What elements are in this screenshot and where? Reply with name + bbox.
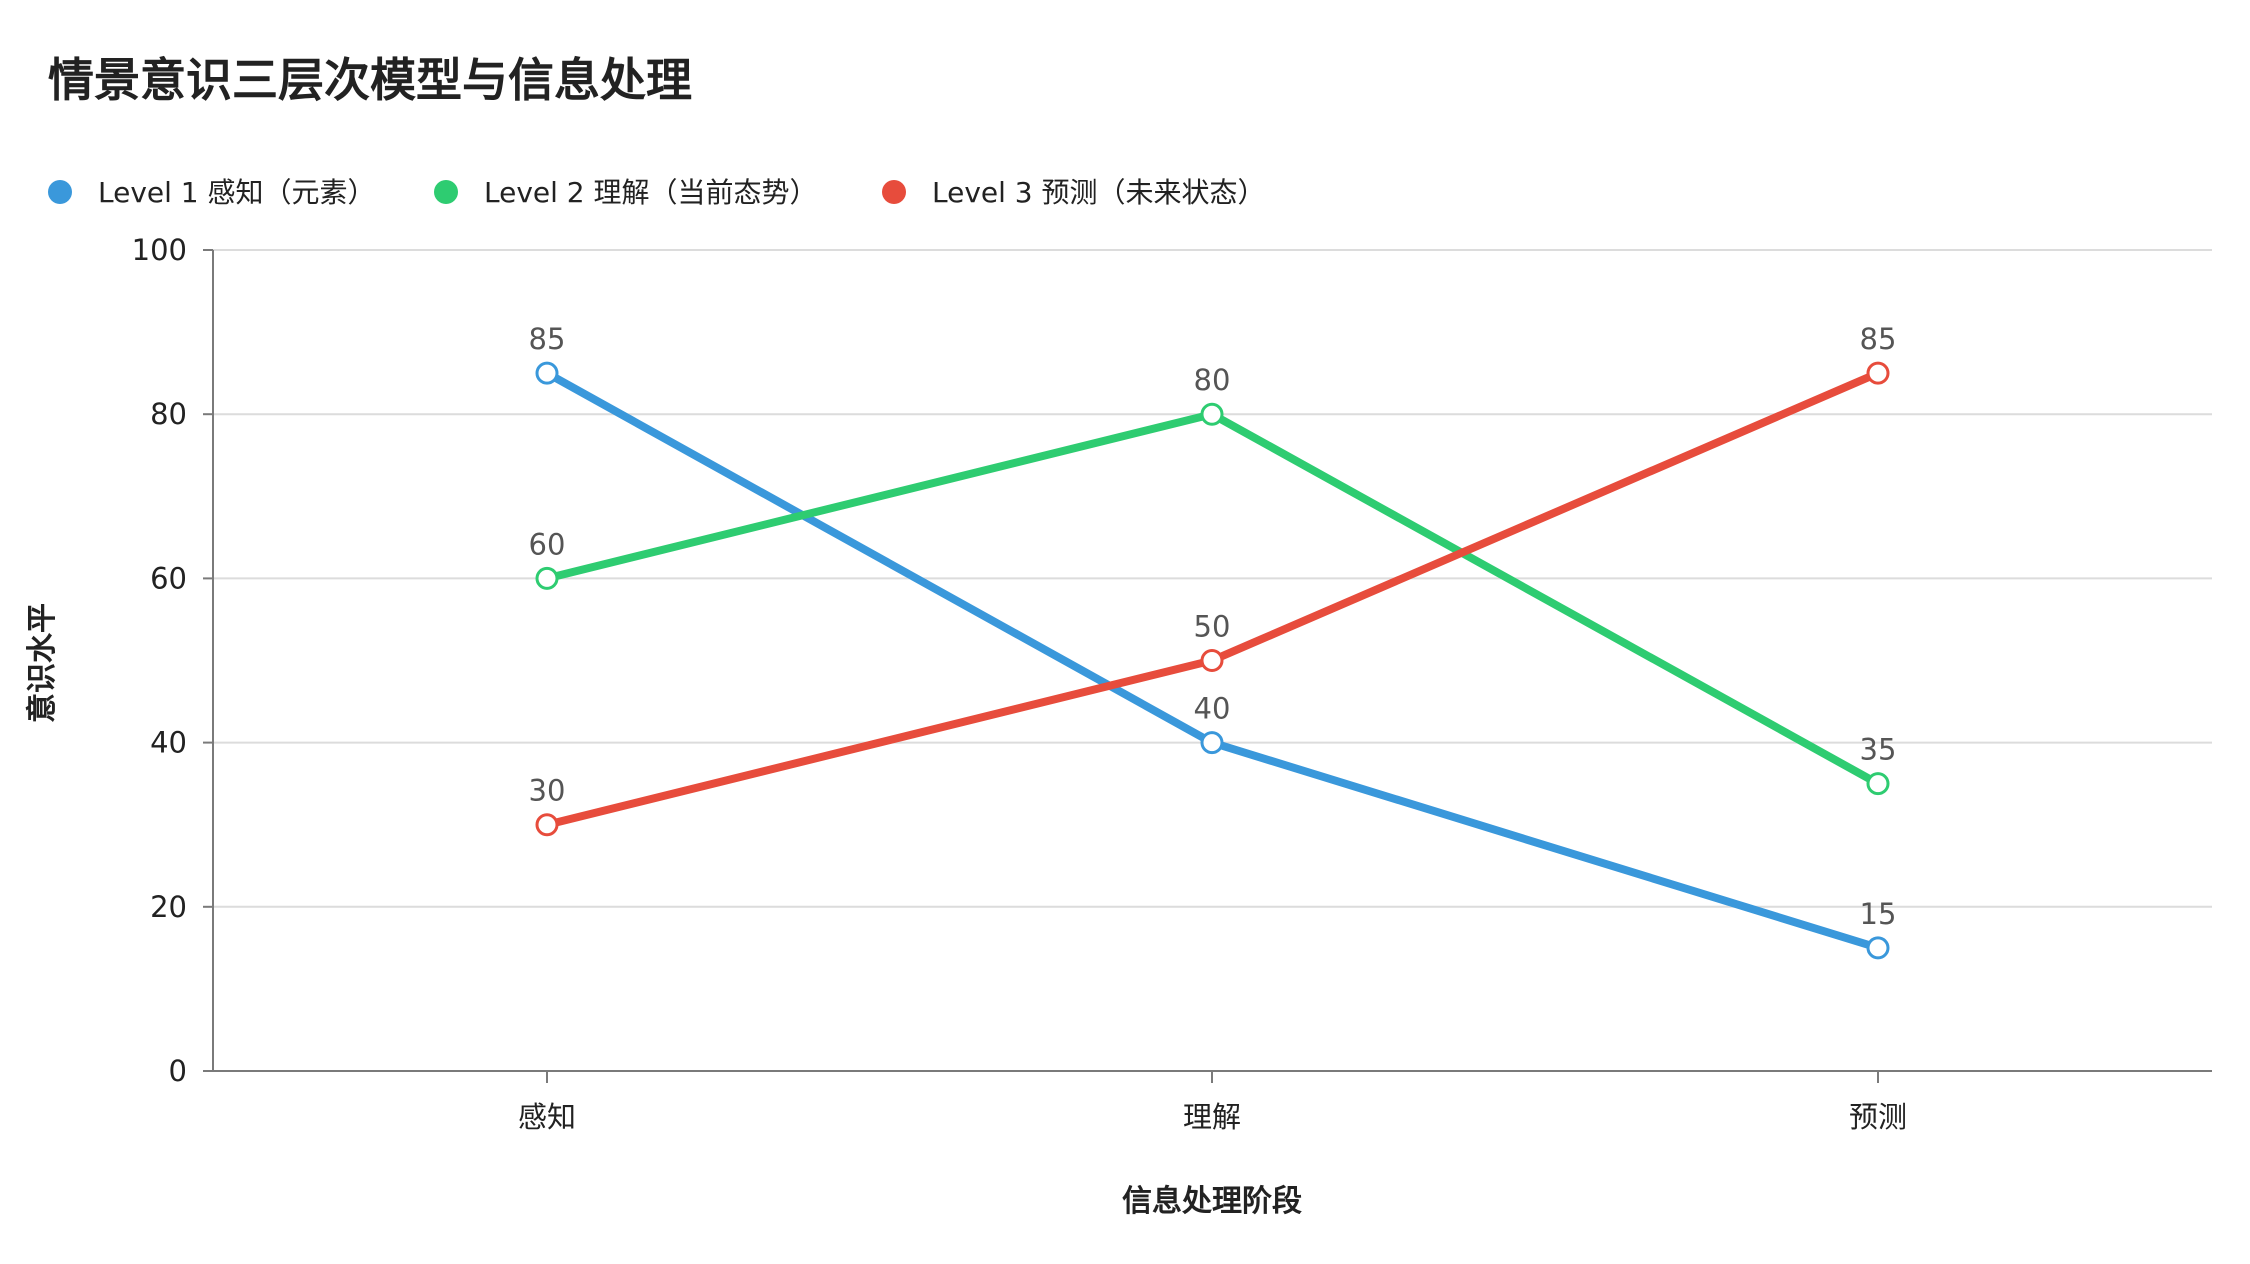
chart-title: 情景意识三层次模型与信息处理 [48,53,692,107]
data-label: 35 [1860,733,1897,767]
x-tick-label: 理解 [1183,1100,1241,1134]
data-label: 40 [1194,692,1231,726]
data-labels: 85 40 15 60 80 35 30 50 85 [529,322,1897,931]
legend: Level 1 感知（元素） Level 2 理解（当前态势） Level 3 预测… [48,176,1266,209]
axes: 0 20 40 60 80 100 感知 理解 预测 [132,233,2212,1134]
grid-lines [213,249,2212,908]
legend-marker [434,180,458,204]
y-tick-label: 100 [132,233,187,267]
y-tick-label: 80 [150,397,187,431]
data-point[interactable] [535,813,559,837]
series-line [543,369,1882,829]
data-label: 85 [529,322,566,356]
data-point[interactable] [1866,361,1890,385]
data-point[interactable] [1200,649,1224,672]
data-point[interactable] [535,566,559,590]
series-points [535,361,1890,960]
legend-marker [48,180,72,204]
y-tick-label: 20 [150,890,187,924]
legend-label: Level 1 感知（元素） [98,176,376,209]
data-label: 15 [1860,897,1897,931]
y-tick-label: 40 [150,726,187,760]
x-axis-title: 信息处理阶段 [1122,1184,1302,1219]
legend-item[interactable]: Level 1 感知（元素） [48,176,376,209]
legend-marker [882,180,906,204]
data-point[interactable] [535,361,559,385]
data-point[interactable] [1200,402,1224,426]
y-tick-label: 0 [169,1054,187,1088]
legend-item[interactable]: Level 3 预测（未来状态） [882,176,1266,209]
data-point[interactable] [1866,936,1890,960]
legend-item[interactable]: Level 2 理解（当前态势） [434,176,818,209]
data-label: 80 [1194,363,1231,397]
data-label: 60 [529,527,566,561]
y-axis-title: 意识水平 [25,603,60,723]
x-tick-label: 预测 [1849,1100,1907,1134]
y-tick-label: 60 [150,561,187,595]
data-label: 50 [1194,610,1231,644]
data-point[interactable] [1200,731,1224,755]
series-line [543,410,1882,788]
data-label: 85 [1860,322,1897,356]
legend-label: Level 2 理解（当前态势） [484,176,818,209]
x-tick-label: 感知 [518,1100,576,1134]
data-label: 30 [529,774,566,808]
legend-label: Level 3 预测（未来状态） [932,176,1266,209]
data-point[interactable] [1866,772,1890,796]
